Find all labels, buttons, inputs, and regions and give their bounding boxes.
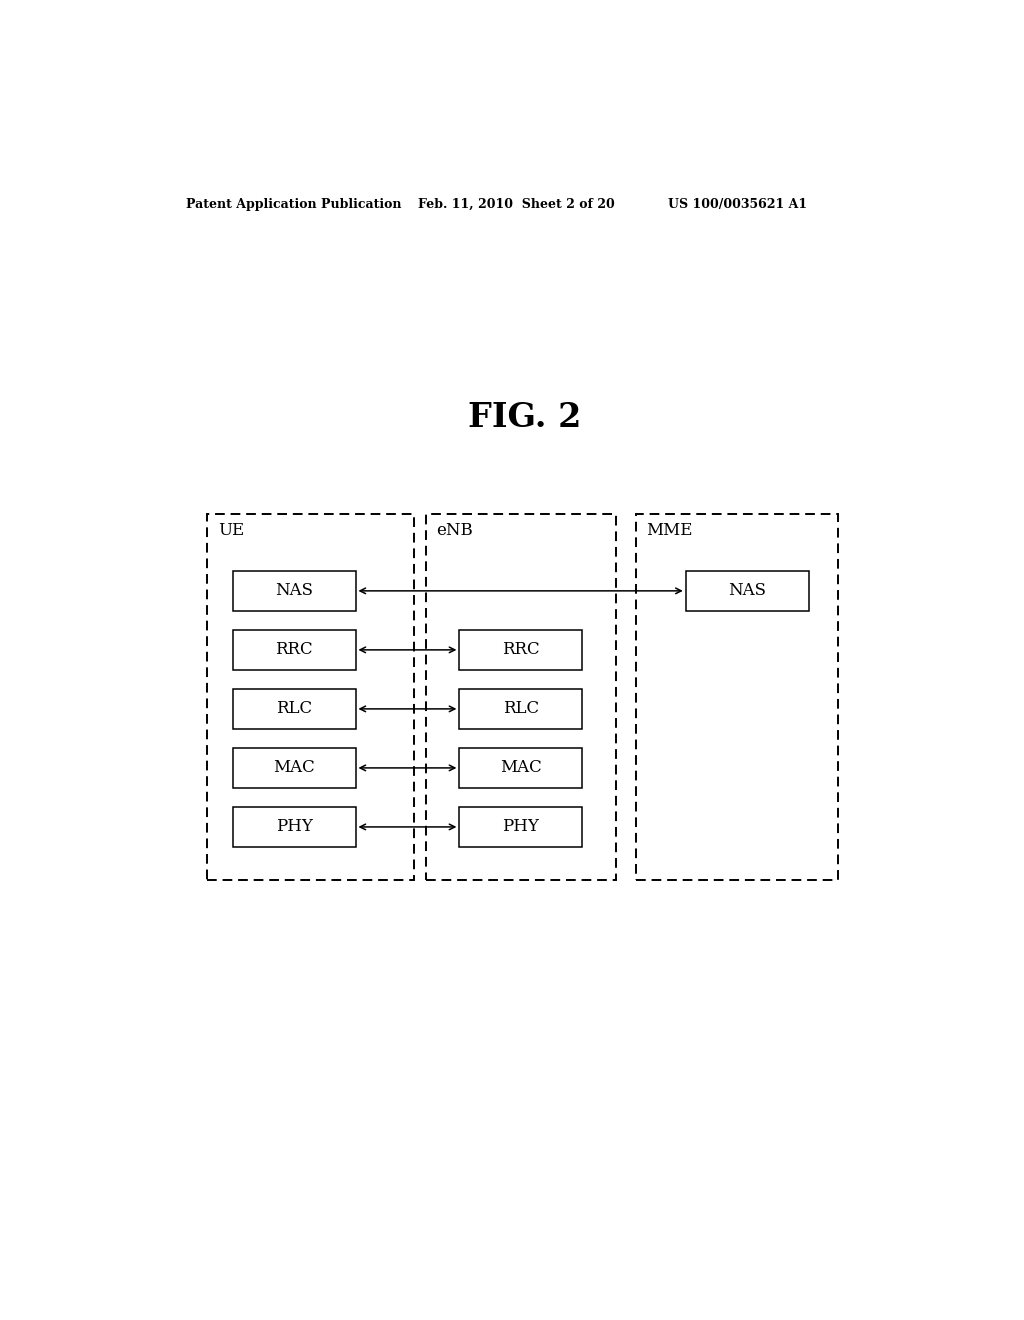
- Text: eNB: eNB: [436, 523, 473, 540]
- Text: RLC: RLC: [503, 701, 539, 717]
- Text: Patent Application Publication: Patent Application Publication: [186, 198, 401, 211]
- Bar: [232, 570, 355, 611]
- Bar: [460, 630, 583, 671]
- Text: PHY: PHY: [503, 818, 540, 836]
- Bar: [232, 689, 355, 729]
- Text: RRC: RRC: [275, 642, 313, 659]
- Bar: [232, 630, 355, 671]
- Text: MAC: MAC: [273, 759, 315, 776]
- Text: NAS: NAS: [728, 582, 766, 599]
- Text: US 100/0035621 A1: US 100/0035621 A1: [668, 198, 807, 211]
- Bar: [460, 689, 583, 729]
- Text: RLC: RLC: [275, 701, 312, 717]
- Bar: [207, 515, 414, 880]
- Text: RRC: RRC: [502, 642, 540, 659]
- Text: PHY: PHY: [275, 818, 312, 836]
- Text: FIG. 2: FIG. 2: [468, 401, 582, 434]
- Text: MME: MME: [646, 523, 692, 540]
- Bar: [426, 515, 616, 880]
- Bar: [460, 747, 583, 788]
- Bar: [686, 570, 809, 611]
- Text: Feb. 11, 2010  Sheet 2 of 20: Feb. 11, 2010 Sheet 2 of 20: [418, 198, 614, 211]
- Bar: [232, 747, 355, 788]
- Bar: [460, 807, 583, 847]
- Text: UE: UE: [218, 523, 244, 540]
- Text: MAC: MAC: [500, 759, 542, 776]
- Bar: [636, 515, 839, 880]
- Text: NAS: NAS: [275, 582, 313, 599]
- Bar: [232, 807, 355, 847]
